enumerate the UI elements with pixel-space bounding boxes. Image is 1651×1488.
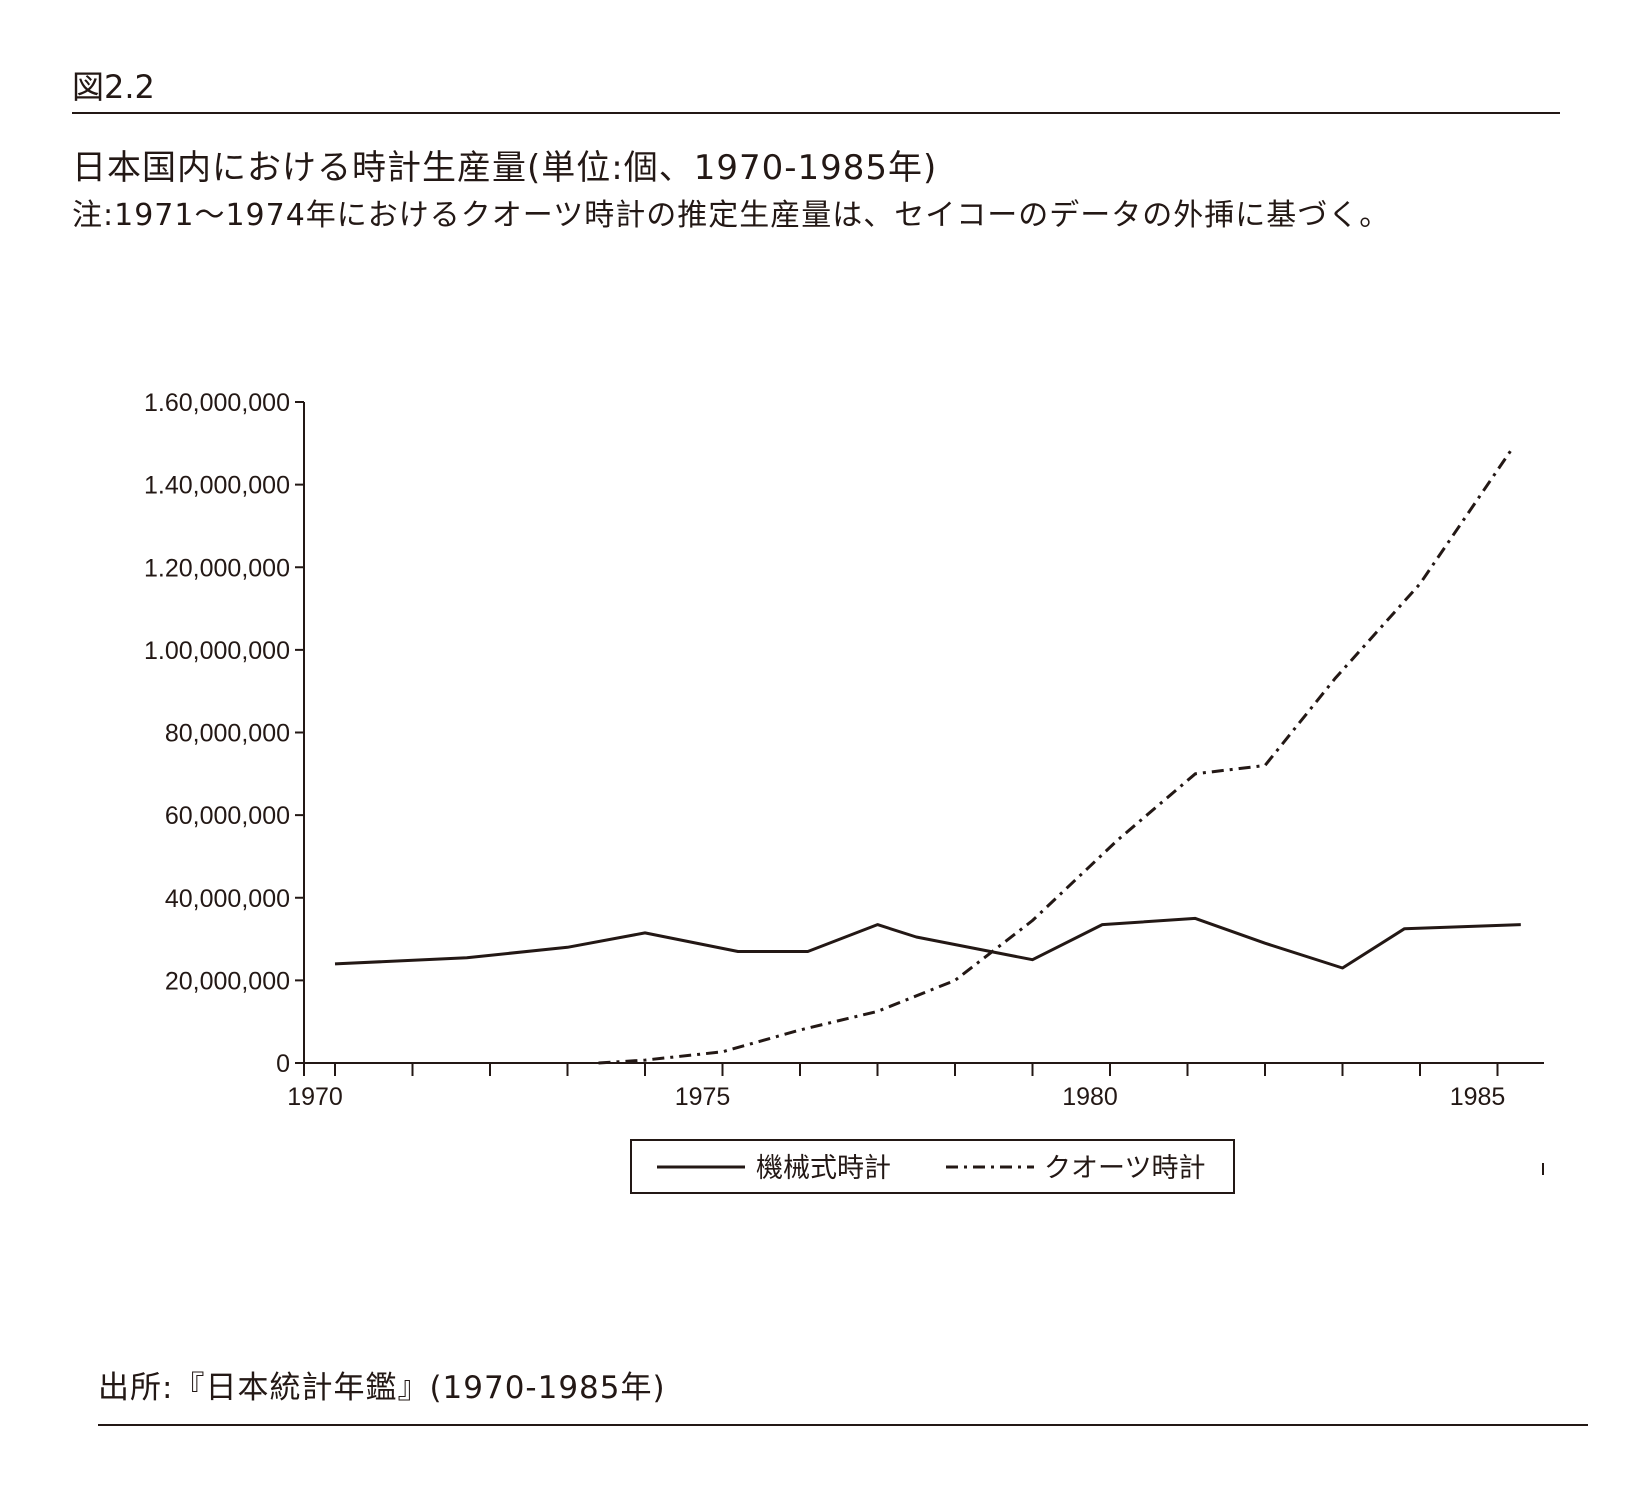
x-tick-label: 1975 [675, 1083, 731, 1111]
y-tick-label: 1.40,000,000 [144, 472, 290, 500]
y-tick-label: 1.60,000,000 [144, 389, 290, 417]
x-tick-label: 1970 [287, 1083, 343, 1111]
chart-axes: 0 20,000,000 40,000,000 60,000,000 80,000,00… [144, 389, 1544, 1111]
y-tick-label: 80,000,000 [165, 720, 290, 748]
footer-rule [98, 1424, 1588, 1426]
y-tick-label: 0 [276, 1050, 290, 1078]
legend-box [630, 1139, 1235, 1194]
legend-label-quartz: クオーツ時計 [1044, 1153, 1205, 1184]
header-rule [72, 112, 1560, 114]
series-line-0 [334, 916, 1521, 970]
figure-label: 図2.2 [72, 68, 155, 106]
y-tick-label: 1.20,000,000 [144, 554, 290, 582]
chart-series [334, 446, 1521, 1065]
y-tick-label: 20,000,000 [165, 967, 290, 995]
chart-note: 注:1971〜1974年におけるクオーツ時計の推定生産量は、セイコーのデータの外… [72, 198, 1391, 233]
y-tick-label: 1.00,000,000 [144, 637, 290, 665]
y-tick-label: 60,000,000 [165, 802, 290, 830]
y-tick-label: 40,000,000 [165, 885, 290, 913]
source-note: 出所:『日本統計年鑑』(1970-1985年) [98, 1370, 666, 1406]
chart-legend: 機械式時計 クオーツ時計 [630, 1139, 1235, 1194]
x-tick-label: 1985 [1450, 1083, 1506, 1111]
legend-label-mechanical: 機械式時計 [756, 1153, 891, 1184]
x-tick-label: 1980 [1062, 1083, 1118, 1111]
chart-title: 日本国内における時計生産量(単位:個、1970-1985年) [72, 148, 938, 188]
series-line-1 [598, 446, 1515, 1065]
